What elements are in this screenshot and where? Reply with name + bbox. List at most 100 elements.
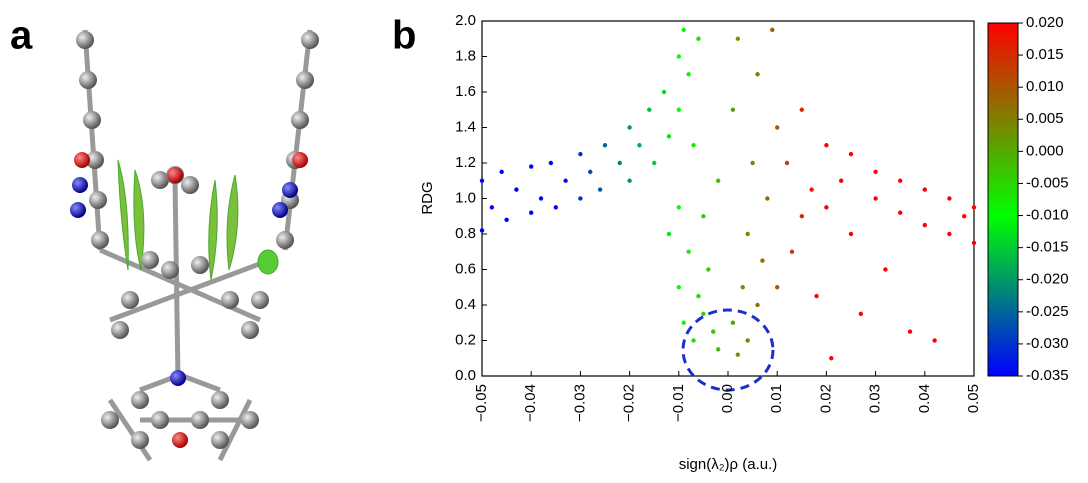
- atom: [296, 71, 314, 89]
- scatter-point: [784, 160, 790, 166]
- scatter-point: [617, 160, 622, 166]
- scatter-point: [578, 196, 583, 201]
- y-tick-label: 2.0: [455, 12, 476, 29]
- scatter-point: [775, 125, 780, 130]
- atom: [151, 171, 169, 189]
- scatter-point: [873, 196, 878, 201]
- atom: [72, 177, 88, 193]
- scatter-point: [730, 107, 736, 112]
- atom: [292, 152, 308, 168]
- y-tick-label: 0.0: [455, 367, 476, 384]
- scatter-point: [745, 231, 750, 237]
- scatter-point: [676, 205, 681, 210]
- scatter-point: [730, 320, 736, 325]
- y-tick-label: 1.2: [455, 154, 476, 171]
- x-tick-label: 0.02: [817, 384, 834, 413]
- atom: [131, 431, 149, 449]
- scatter-point: [848, 231, 854, 237]
- y-tick-label: 0.6: [455, 260, 476, 277]
- colorbar-tick-label: 0.010: [1026, 78, 1064, 95]
- atom: [167, 167, 183, 183]
- atom: [211, 431, 229, 449]
- scatter-point: [647, 107, 652, 112]
- scatter-point: [686, 249, 691, 254]
- atom: [172, 432, 188, 448]
- scatter-point: [848, 151, 854, 157]
- x-tick-label: 0.00: [719, 384, 736, 413]
- scatter-point: [883, 267, 888, 272]
- scatter-point: [578, 151, 583, 157]
- atom: [241, 411, 259, 429]
- atom: [282, 182, 298, 198]
- colorbar-tick-label: -0.005: [1026, 174, 1069, 191]
- scatter-point: [760, 258, 765, 263]
- y-tick-label: 1.8: [455, 47, 476, 64]
- scatter-point: [504, 217, 509, 222]
- scatter-point: [479, 178, 485, 183]
- x-tick-label: −0.01: [670, 384, 687, 422]
- scatter-point: [735, 36, 741, 41]
- scatter-point: [676, 107, 681, 112]
- scatter-point: [696, 36, 701, 41]
- atom: [191, 256, 209, 274]
- colorbar-tick-label: -0.015: [1026, 239, 1069, 256]
- scatter-point: [735, 352, 741, 357]
- y-axis-label: RDG: [419, 181, 436, 214]
- scatter-point: [563, 178, 568, 183]
- scatter-point: [691, 338, 696, 343]
- scatter-point: [873, 169, 878, 175]
- x-tick-label: 0.04: [916, 384, 933, 413]
- atom: [86, 151, 104, 169]
- scatter-point: [829, 356, 834, 361]
- atom: [241, 321, 259, 339]
- scatter-point: [676, 54, 681, 59]
- atom: [301, 31, 319, 49]
- scatter-point: [765, 196, 770, 201]
- scatter-point: [824, 205, 829, 210]
- atom: [221, 291, 239, 309]
- y-tick-label: 0.2: [455, 331, 476, 348]
- scatter-point: [799, 107, 804, 112]
- scatter-point: [715, 178, 721, 183]
- colorbar-tick-label: -0.025: [1026, 303, 1069, 320]
- atoms: [70, 31, 319, 449]
- panel-label: b: [392, 14, 416, 58]
- scatter-point: [479, 228, 485, 233]
- scatter-point: [514, 187, 519, 192]
- scatter-point: [548, 160, 554, 166]
- scatter-point: [597, 187, 603, 192]
- scatter-point: [922, 222, 927, 228]
- scatter-point: [711, 329, 716, 334]
- scatter-point: [755, 302, 760, 308]
- scatter-point: [922, 187, 927, 192]
- atom: [131, 391, 149, 409]
- scatter-point: [489, 205, 495, 210]
- scatter-point: [652, 160, 657, 166]
- scatter-points: [479, 27, 977, 361]
- colorbar: [987, 22, 1019, 377]
- atom: [70, 202, 86, 218]
- y-tick-label: 0.8: [455, 225, 476, 242]
- atom: [191, 411, 209, 429]
- scatter-point: [809, 187, 814, 192]
- atom: [101, 411, 119, 429]
- scatter-point: [666, 134, 672, 139]
- scatter-point: [898, 178, 903, 183]
- plot-frame: [481, 20, 975, 377]
- scatter-point: [838, 178, 844, 183]
- panel-label: a: [10, 14, 33, 58]
- scatter-point: [755, 72, 760, 77]
- scatter-point: [637, 143, 642, 148]
- x-tick-label: 0.05: [965, 384, 982, 413]
- scatter-point: [499, 169, 504, 175]
- y-tick-label: 1.4: [455, 118, 476, 135]
- scatter-point: [971, 240, 977, 246]
- atom: [170, 370, 186, 386]
- scatter-point: [681, 320, 686, 325]
- scatter-point: [681, 27, 686, 33]
- x-tick-label: −0.05: [473, 384, 490, 422]
- scatter-point: [588, 169, 593, 175]
- scatter-point: [686, 72, 691, 77]
- atom: [74, 152, 90, 168]
- x-tick-label: 0.01: [768, 384, 785, 413]
